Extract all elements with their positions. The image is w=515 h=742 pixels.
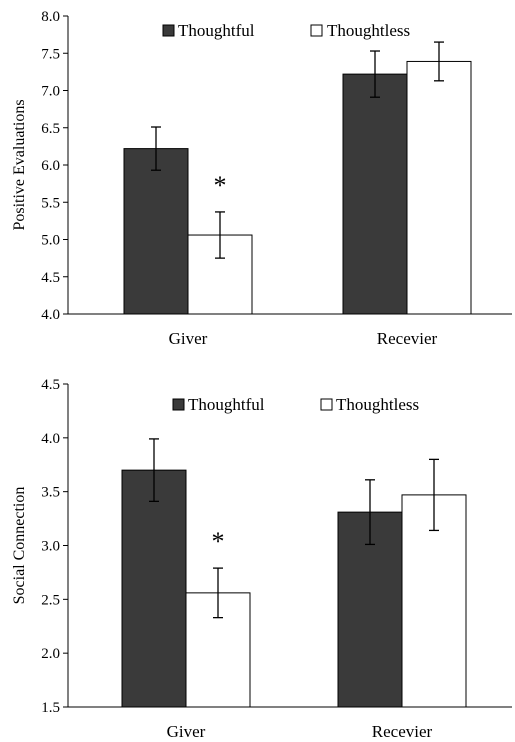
y-tick-label: 4.5 (41, 377, 60, 393)
legend-swatch (172, 398, 185, 411)
y-tick-label: 6.5 (41, 121, 60, 137)
category-label: Giver (167, 722, 206, 741)
category-label: Giver (169, 329, 208, 348)
y-tick-label: 2.5 (41, 592, 60, 608)
bar-thoughtful-giver (121, 469, 187, 708)
significance-marker: * (212, 527, 225, 556)
y-tick-label: 7.5 (41, 46, 60, 62)
category-label: Recevier (372, 722, 433, 741)
y-tick-label: 4.5 (41, 270, 60, 286)
legend-swatch (310, 24, 323, 37)
legend-label: Thoughtful (188, 395, 265, 414)
chart-panel-1: 4.0 4.5 5.0 5.5 6.0 6.5 7.0 7.5 8.0 Giver Recevier… (11, 9, 512, 348)
y-tick-label: 7.0 (41, 84, 60, 100)
legend-swatch (162, 24, 175, 37)
y-tick-label: 5.0 (41, 233, 60, 249)
y-tick-label: 4.0 (41, 307, 60, 323)
y-tick-label: 1.5 (41, 700, 60, 716)
legend-swatch (320, 398, 333, 411)
y-tick-label: 5.5 (41, 195, 60, 211)
y-tick-label: 6.0 (41, 158, 60, 174)
bar-thoughtful-giver (123, 148, 189, 315)
y-tick-label: 2.0 (41, 646, 60, 662)
y-tick-label: 3.0 (41, 539, 60, 555)
legend-label: Thoughtful (178, 21, 255, 40)
category-label: Recevier (377, 329, 438, 348)
y-tick-label: 8.0 (41, 9, 60, 25)
y-tick-label: 3.5 (41, 485, 60, 501)
y-tick-label: 4.0 (41, 431, 60, 447)
bar-thoughtless-giver (185, 592, 251, 708)
y-axis-label: Positive Evaluations (11, 99, 28, 230)
significance-marker: * (214, 171, 227, 200)
bar-thoughtful-recevier (342, 73, 408, 315)
legend-label: Thoughtless (336, 395, 419, 414)
chart-panel-2: 1.5 2.0 2.5 3.0 3.5 4.0 4.5 Giver Recevier * Socia… (11, 377, 512, 741)
legend-label: Thoughtless (327, 21, 410, 40)
bar-thoughtless-recevier (406, 60, 472, 315)
y-axis-label: Social Connection (11, 487, 28, 605)
